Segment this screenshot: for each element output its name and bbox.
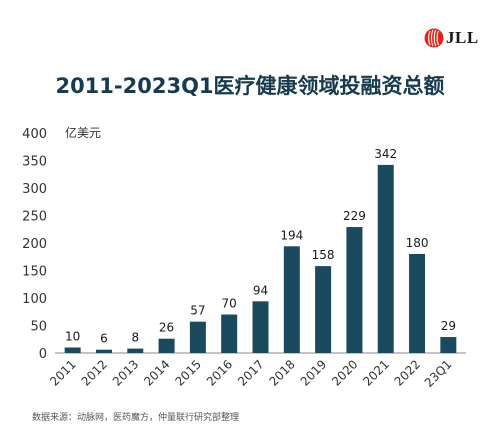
bar-value-label: 229	[343, 209, 366, 223]
bar	[158, 338, 175, 353]
x-tick-label: 2021	[360, 357, 391, 388]
bar	[252, 301, 269, 353]
y-tick-label: 250	[22, 210, 47, 225]
jll-logo-icon	[424, 28, 444, 48]
bar-value-label: 70	[222, 297, 237, 311]
y-tick-label: 0	[39, 347, 47, 362]
bar	[64, 347, 81, 353]
bar	[409, 254, 426, 353]
bar	[95, 349, 112, 353]
bar	[346, 227, 363, 353]
bar	[189, 321, 206, 353]
y-tick-label: 350	[22, 155, 47, 170]
y-tick-label: 50	[30, 320, 47, 335]
bar	[377, 164, 394, 353]
bar-value-label: 158	[312, 248, 335, 262]
bar-value-label: 57	[190, 304, 205, 318]
y-tick-label: 100	[22, 292, 47, 307]
x-tick-label: 2011	[47, 357, 78, 388]
y-axis-unit-label: 亿美元	[65, 125, 101, 140]
brand-name: JLL	[446, 28, 479, 47]
bar-value-label: 10	[65, 330, 80, 344]
bar-value-label: 6	[100, 332, 108, 346]
bar	[440, 337, 457, 353]
bar-value-label: 8	[131, 331, 139, 345]
bar-value-label: 180	[406, 236, 429, 250]
bar	[127, 348, 144, 353]
source-note: 数据来源：动脉网，医药魔方，仲量联行研究部整理	[32, 413, 240, 423]
chart-title: 2011-2023Q1医疗健康领域投融资总额	[55, 74, 445, 98]
x-tick-label: 2020	[329, 357, 360, 388]
y-tick-label: 300	[22, 182, 47, 197]
x-tick-label: 2015	[173, 357, 204, 388]
x-tick-label: 23Q1	[422, 357, 455, 390]
y-tick-label: 150	[22, 265, 47, 280]
bar-value-label: 342	[374, 147, 397, 161]
bar	[221, 314, 238, 353]
x-tick-label: 2017	[235, 357, 266, 388]
bar-value-label: 94	[253, 283, 268, 297]
y-tick-label: 200	[22, 237, 47, 252]
x-tick-label: 2022	[392, 357, 423, 388]
bar-value-label: 194	[280, 228, 303, 242]
bar-value-label: 26	[159, 321, 174, 335]
x-tick-label: 2016	[204, 357, 235, 388]
y-tick-label: 400	[22, 127, 47, 142]
x-tick-label: 2019	[298, 357, 329, 388]
bar	[315, 266, 332, 353]
x-tick-label: 2014	[141, 357, 172, 388]
x-tick-label: 2018	[266, 357, 297, 388]
x-tick-label: 2013	[110, 357, 141, 388]
bar	[283, 246, 300, 353]
bar-value-label: 29	[441, 319, 456, 333]
x-tick-label: 2012	[79, 357, 110, 388]
